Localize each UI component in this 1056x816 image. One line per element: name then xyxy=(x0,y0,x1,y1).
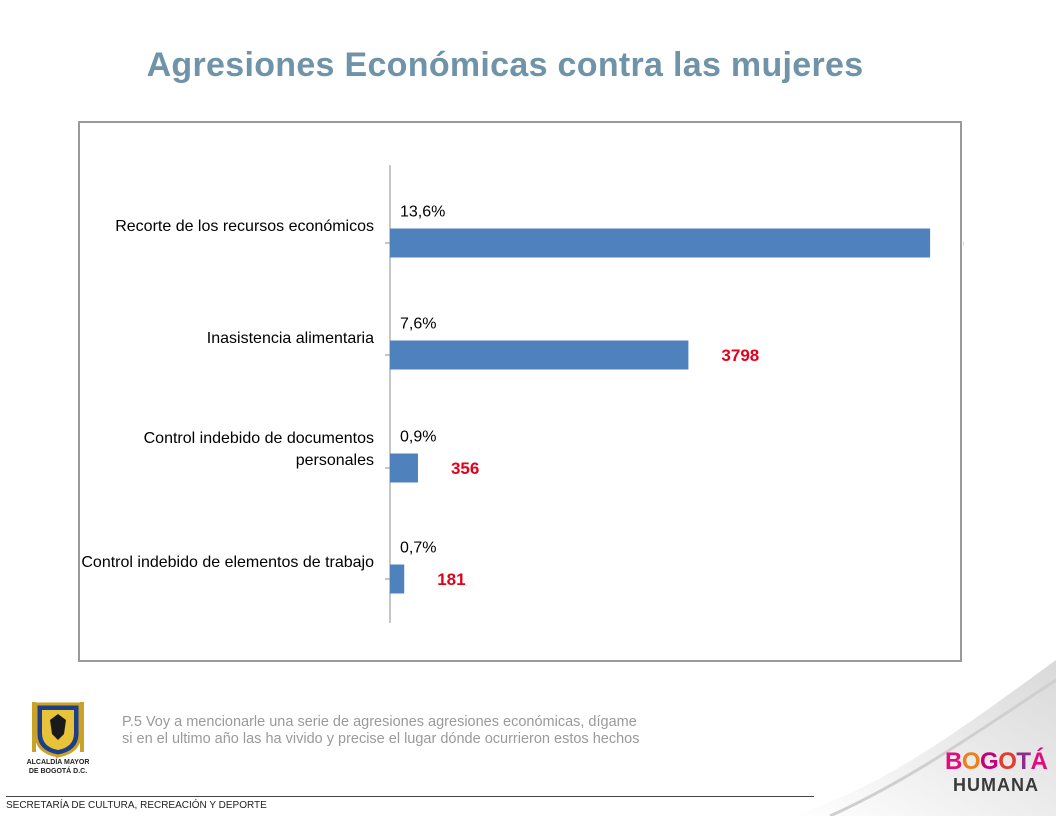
logo-line-2: DE BOGOTÁ D.C. xyxy=(28,768,88,775)
brand-letter: B xyxy=(945,748,962,775)
bar xyxy=(390,340,689,370)
percent-label: 7,6% xyxy=(400,316,436,333)
survey-question-text: P.5 Voy a mencionarle una serie de agres… xyxy=(122,714,640,747)
footer-divider xyxy=(6,796,814,797)
category-label: Inasistencia alimentaria xyxy=(207,330,374,347)
value-label: 356 xyxy=(451,459,479,478)
page-title: Agresiones Económicas contra las mujeres xyxy=(146,46,864,84)
bar xyxy=(390,228,931,258)
brand-letter: O xyxy=(961,748,981,775)
brand-letter: T xyxy=(1016,748,1031,775)
category-label: personales xyxy=(296,452,374,469)
brand-top-word: BOGOTÁ xyxy=(945,748,1048,775)
bar xyxy=(390,453,418,483)
bogota-humana-logo: BOGOTÁ HUMANA xyxy=(945,748,1048,806)
alcaldia-logo: ALCALDÍA MAYOR DE BOGOTÁ D.C. xyxy=(18,700,98,786)
bar-chart-svg: 13,6% 6874 Recorte de los recursos económi… xyxy=(81,165,964,623)
brand-letter: O xyxy=(998,748,1017,775)
percent-label: 0,7% xyxy=(400,540,436,557)
decorative-swoosh xyxy=(790,660,1056,816)
brand-bottom-word: HUMANA xyxy=(953,775,1039,795)
coat-of-arms-icon xyxy=(32,702,84,758)
percent-label: 13,6% xyxy=(400,204,445,221)
value-label: 181 xyxy=(437,570,465,589)
value-label: 3798 xyxy=(721,346,759,365)
category-label: Recorte de los recursos económicos xyxy=(115,218,374,235)
category-label: Control indebido de elementos de trabajo xyxy=(81,554,374,571)
category-label: Control indebido de documentos xyxy=(144,430,374,447)
brand-letter: G xyxy=(980,748,999,775)
bar-chart: 13,6% 6874 Recorte de los recursos económi… xyxy=(78,121,964,662)
logo-line-1: ALCALDÍA MAYOR xyxy=(26,759,90,766)
brand-letter: Á xyxy=(1030,748,1048,775)
percent-label: 0,9% xyxy=(400,429,436,446)
footer-text: SECRETARÍA DE CULTURA, RECREACIÓN Y DEPO… xyxy=(6,800,267,811)
bar xyxy=(390,564,405,594)
value-label: 6874 xyxy=(963,234,964,253)
